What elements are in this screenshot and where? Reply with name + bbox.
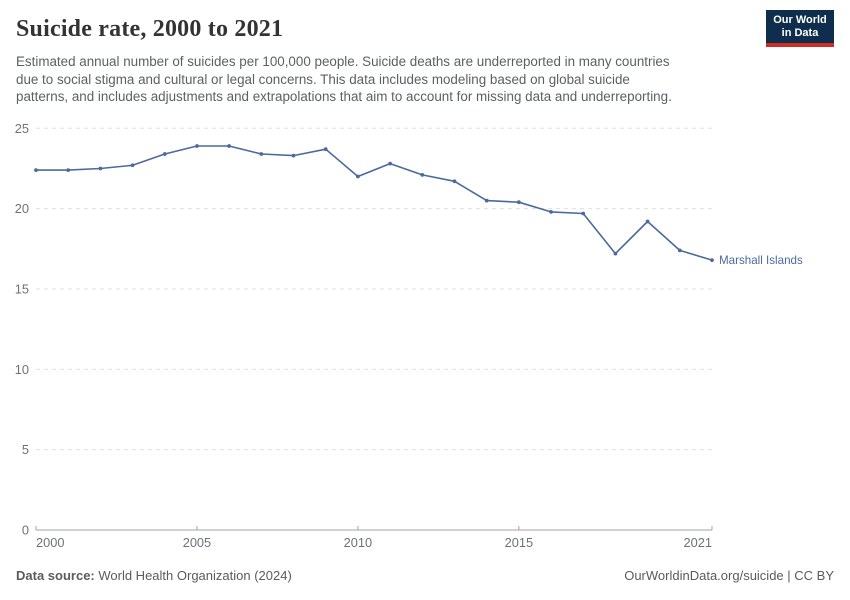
x-tick-label: 2010: [344, 535, 372, 550]
data-point[interactable]: [388, 161, 392, 166]
data-point[interactable]: [484, 198, 489, 203]
data-point[interactable]: [549, 210, 553, 214]
x-tick-label: 2005: [183, 535, 211, 550]
owid-logo-line2: in Data: [781, 26, 819, 39]
data-point[interactable]: [356, 174, 360, 179]
y-tick-label: 25: [15, 121, 29, 136]
data-point[interactable]: [517, 200, 521, 205]
attribution-link[interactable]: OurWorldinData.org/suicide | CC BY: [624, 568, 834, 583]
data-source: Data source: World Health Organization (…: [16, 568, 292, 583]
subtitle-line-3: patterns, and includes adjustments and e…: [16, 89, 672, 104]
subtitle-line-2: due to social stigma and cultural or leg…: [16, 71, 630, 87]
data-source-value: World Health Organization (2024): [94, 568, 292, 583]
chart-footer: Data source: World Health Organization (…: [16, 568, 834, 583]
y-tick-label: 5: [22, 442, 29, 457]
chart-title: Suicide rate, 2000 to 2021: [16, 16, 284, 42]
data-point[interactable]: [195, 144, 199, 148]
x-tick-label: 2021: [684, 535, 712, 550]
y-tick-label: 10: [15, 362, 29, 377]
entity-label[interactable]: Marshall Islands: [719, 254, 803, 267]
data-point[interactable]: [130, 163, 135, 168]
y-tick-label: 15: [15, 281, 29, 296]
y-tick-label: 20: [15, 201, 29, 216]
data-point[interactable]: [227, 144, 232, 148]
data-point[interactable]: [66, 168, 71, 173]
owid-logo-line1: Our World: [773, 13, 827, 26]
data-point[interactable]: [613, 251, 618, 256]
data-point[interactable]: [710, 258, 714, 262]
data-point[interactable]: [291, 153, 296, 158]
subtitle-line-1: Estimated annual number of suicides per …: [16, 54, 670, 69]
data-point[interactable]: [98, 166, 103, 171]
x-tick-label: 2015: [505, 535, 533, 550]
data-point[interactable]: [452, 179, 457, 184]
owid-logo[interactable]: Our World in Data: [766, 10, 834, 47]
data-point[interactable]: [420, 173, 425, 177]
data-point[interactable]: [323, 147, 328, 152]
data-point[interactable]: [34, 168, 38, 173]
data-point[interactable]: [162, 152, 167, 156]
data-point[interactable]: [645, 219, 650, 224]
series-line: [36, 145, 713, 261]
data-point[interactable]: [581, 211, 586, 216]
data-source-label: Data source:: [16, 568, 95, 583]
x-tick-label: 2000: [36, 535, 64, 550]
chart-subtitle: Estimated annual number of suicides per …: [16, 53, 776, 106]
data-point[interactable]: [259, 152, 264, 156]
data-point[interactable]: [677, 248, 682, 253]
y-tick-label: 0: [22, 523, 29, 538]
